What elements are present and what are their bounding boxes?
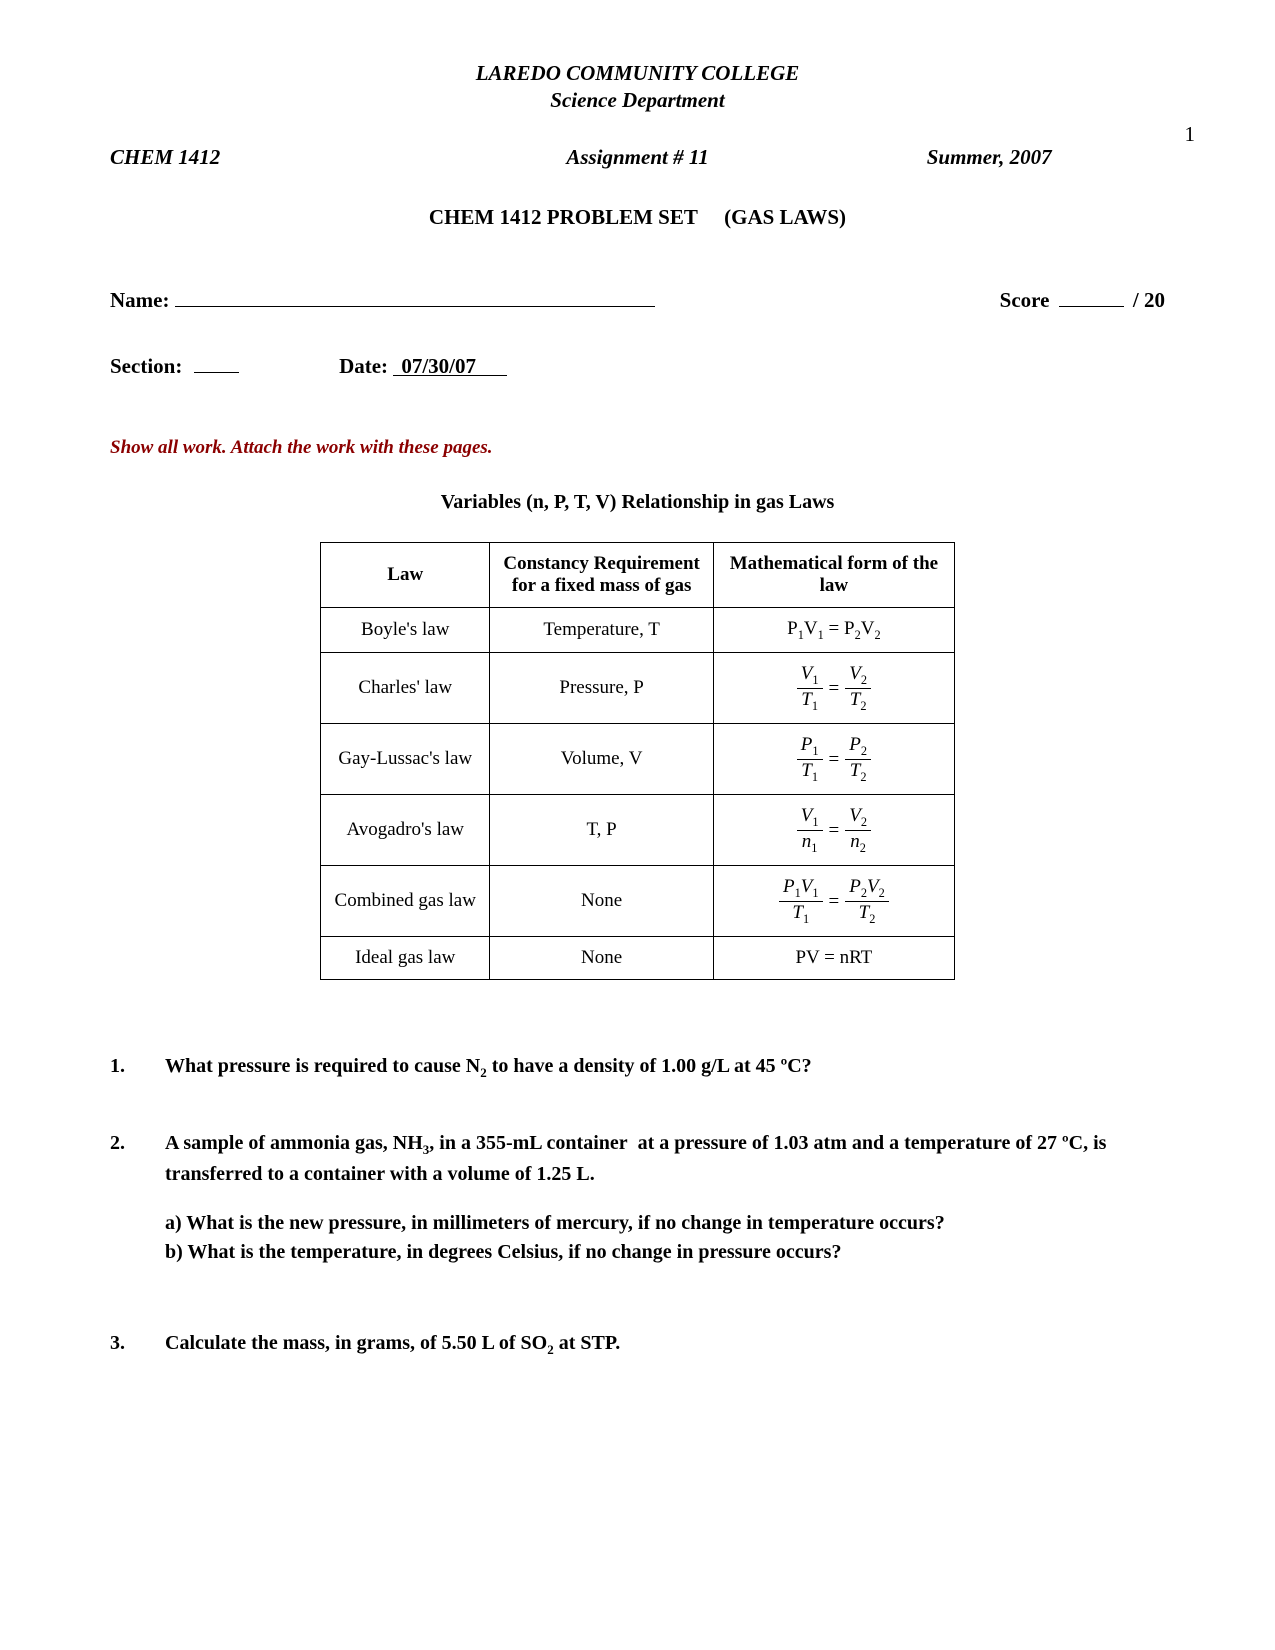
date-value: 07/30/07	[401, 354, 476, 378]
name-field[interactable]	[175, 285, 655, 307]
header-course: CHEM 1412	[110, 145, 462, 170]
question-text: A sample of ammonia gas, NH3, in a 355-m…	[165, 1129, 1165, 1189]
constancy-cell: Temperature, T	[490, 607, 713, 653]
score-max: / 20	[1133, 288, 1165, 312]
table-row: Avogadro's lawT, PV1n1=V2n2	[321, 795, 955, 866]
law-cell: Boyle's law	[321, 607, 490, 653]
table-row: Ideal gas lawNonePV = nRT	[321, 937, 955, 980]
score-field[interactable]	[1059, 285, 1124, 307]
formula-cell: P1V1 = P2V2	[713, 607, 954, 653]
question-body: What pressure is required to cause N2 to…	[165, 1052, 1165, 1103]
constancy-cell: None	[490, 937, 713, 980]
question-text: What pressure is required to cause N2 to…	[165, 1052, 1165, 1083]
question-text: Calculate the mass, in grams, of 5.50 L …	[165, 1329, 1165, 1360]
law-cell: Combined gas law	[321, 866, 490, 937]
law-cell: Avogadro's law	[321, 795, 490, 866]
problem-set-title: CHEM 1412 PROBLEM SET (GAS LAWS)	[110, 205, 1165, 230]
section-field[interactable]	[194, 351, 239, 373]
question: 2.A sample of ammonia gas, NH3, in a 355…	[110, 1129, 1165, 1287]
constancy-cell: Pressure, P	[490, 653, 713, 724]
section-label: Section:	[110, 354, 182, 378]
formula-cell: P1T1=P2T2	[713, 724, 954, 795]
question-number: 3.	[110, 1329, 165, 1380]
section-date-row: Section: Date: 07/30/07	[110, 351, 1165, 379]
question-body: A sample of ammonia gas, NH3, in a 355-m…	[165, 1129, 1165, 1287]
table-header-row: Law Constancy Requirement for a fixed ma…	[321, 542, 955, 607]
formula-cell: PV = nRT	[713, 937, 954, 980]
table-row: Charles' lawPressure, PV1T1=V2T2	[321, 653, 955, 724]
name-label: Name:	[110, 288, 169, 313]
header-institution: LAREDO COMMUNITY COLLEGE	[110, 60, 1165, 87]
formula-cell: V1n1=V2n2	[713, 795, 954, 866]
constancy-cell: None	[490, 866, 713, 937]
date-label: Date:	[339, 354, 388, 378]
page: 1 LAREDO COMMUNITY COLLEGE Science Depar…	[0, 0, 1275, 1650]
table-row: Combined gas lawNoneP1V1T1=P2V2T2	[321, 866, 955, 937]
law-cell: Charles' law	[321, 653, 490, 724]
page-number: 1	[1185, 122, 1196, 147]
gas-laws-table: Law Constancy Requirement for a fixed ma…	[320, 542, 955, 981]
header-row: CHEM 1412 Assignment # 11 Summer, 2007	[110, 145, 1165, 170]
table-header-law: Law	[321, 542, 490, 607]
question: 3.Calculate the mass, in grams, of 5.50 …	[110, 1329, 1165, 1380]
score-label: Score	[1000, 288, 1050, 312]
question-body: Calculate the mass, in grams, of 5.50 L …	[165, 1329, 1165, 1380]
question: 1.What pressure is required to cause N2 …	[110, 1052, 1165, 1103]
table-header-formula: Mathematical form of the law	[713, 542, 954, 607]
constancy-cell: Volume, V	[490, 724, 713, 795]
question-number: 2.	[110, 1129, 165, 1287]
formula-cell: P1V1T1=P2V2T2	[713, 866, 954, 937]
table-title: Variables (n, P, T, V) Relationship in g…	[110, 491, 1165, 514]
instruction-text: Show all work. Attach the work with thes…	[110, 437, 1165, 459]
header-assignment: Assignment # 11	[462, 145, 814, 170]
constancy-cell: T, P	[490, 795, 713, 866]
question-number: 1.	[110, 1052, 165, 1103]
law-cell: Ideal gas law	[321, 937, 490, 980]
table-header-constancy: Constancy Requirement for a fixed mass o…	[490, 542, 713, 607]
date-field[interactable]: 07/30/07	[393, 354, 507, 376]
question-parts: a) What is the new pressure, in millimet…	[165, 1209, 1165, 1267]
questions-section: 1.What pressure is required to cause N2 …	[110, 1052, 1165, 1380]
law-cell: Gay-Lussac's law	[321, 724, 490, 795]
header-department: Science Department	[110, 87, 1165, 114]
table-row: Gay-Lussac's lawVolume, VP1T1=P2T2	[321, 724, 955, 795]
formula-cell: V1T1=V2T2	[713, 653, 954, 724]
table-row: Boyle's lawTemperature, TP1V1 = P2V2	[321, 607, 955, 653]
name-score-row: Name: Score / 20	[110, 285, 1165, 313]
header-term: Summer, 2007	[813, 145, 1165, 170]
